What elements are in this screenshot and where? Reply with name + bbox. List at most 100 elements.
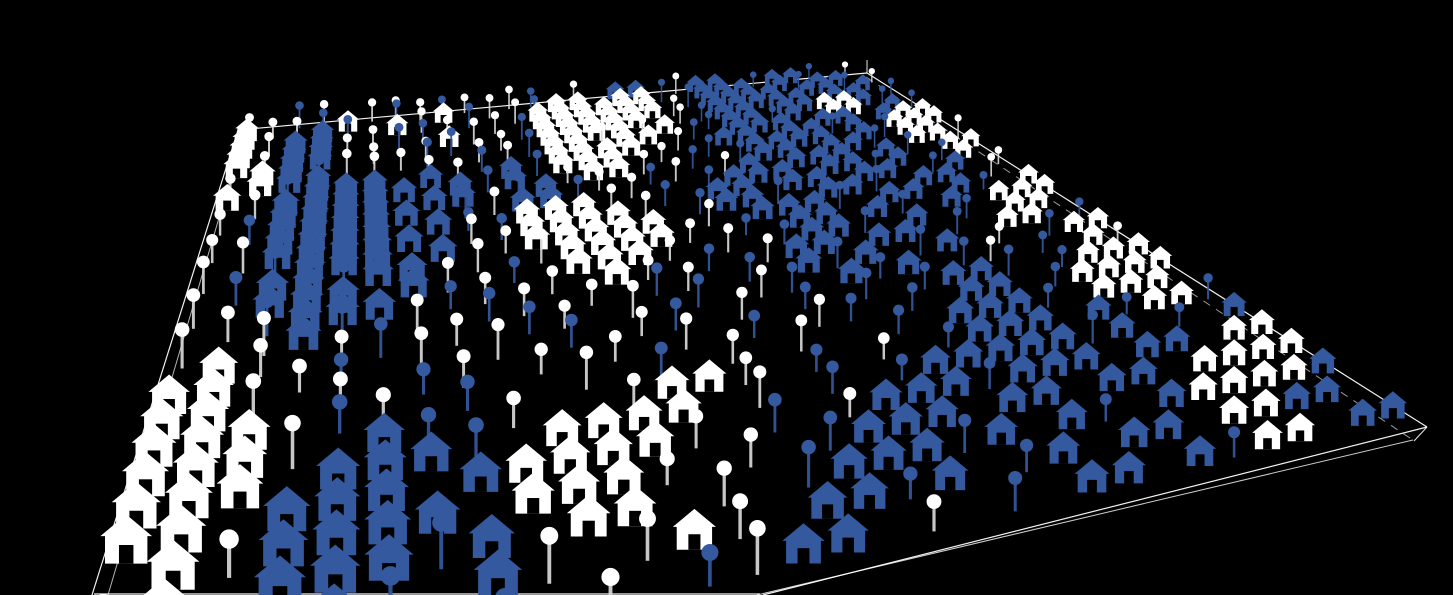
- pin-head: [342, 133, 352, 143]
- pin-head: [639, 510, 656, 528]
- blue-pin-icon: [524, 128, 534, 157]
- house-body: [637, 124, 659, 145]
- house-door: [1173, 341, 1181, 352]
- house-door: [723, 202, 730, 211]
- pin-head: [396, 147, 406, 158]
- pin-head: [601, 567, 620, 587]
- pin-head: [1008, 470, 1023, 486]
- pin-head: [174, 322, 190, 337]
- house-body: [928, 122, 948, 141]
- house-body: [312, 509, 361, 556]
- pin-head: [736, 139, 745, 148]
- blue-house-icon: [935, 162, 957, 183]
- white-house-icon: [1126, 232, 1151, 255]
- house-door: [860, 84, 866, 91]
- blue-pin-icon: [532, 149, 542, 176]
- house-door: [1089, 236, 1097, 245]
- pin-head: [845, 292, 857, 304]
- white-pin-icon: [601, 567, 620, 595]
- pin-head: [496, 212, 507, 224]
- white-pin-icon: [762, 233, 773, 263]
- house-body: [895, 116, 915, 135]
- house-body: [459, 451, 503, 492]
- blue-house-icon: [747, 161, 770, 183]
- blue-pin-icon: [416, 362, 431, 395]
- pin-head: [915, 224, 926, 235]
- blue-pin-icon: [660, 179, 670, 207]
- white-house-icon: [1011, 177, 1033, 198]
- house-door: [645, 136, 652, 145]
- pin-head: [907, 282, 918, 293]
- house-door: [835, 227, 843, 237]
- blue-pin-icon: [1174, 302, 1185, 327]
- white-house-icon: [1250, 359, 1279, 387]
- house-door: [838, 154, 845, 162]
- blue-pin-icon: [446, 127, 456, 156]
- blue-pin-icon: [565, 313, 578, 348]
- blue-pin-icon: [805, 63, 813, 82]
- pin-head: [826, 360, 839, 374]
- house-door: [1018, 189, 1025, 198]
- house-door: [832, 94, 838, 101]
- house-door: [849, 163, 856, 172]
- house-door: [822, 215, 830, 225]
- pin-head: [319, 100, 329, 109]
- pin-head: [832, 236, 843, 247]
- house-body: [841, 173, 864, 195]
- pin-head: [479, 271, 492, 284]
- blue-house-icon: [870, 435, 907, 470]
- blue-pin-icon: [779, 219, 790, 245]
- house-body: [364, 468, 409, 511]
- blue-house-icon: [468, 514, 515, 558]
- blue-house-icon: [953, 338, 984, 368]
- house-door: [841, 100, 847, 108]
- pin-head: [450, 312, 464, 326]
- white-pin-icon: [535, 228, 547, 264]
- house-body: [819, 153, 841, 174]
- pin-head: [456, 349, 471, 364]
- house-body: [750, 196, 775, 220]
- house-door: [430, 200, 439, 211]
- pin-head: [1043, 282, 1054, 293]
- pin-head: [414, 326, 429, 341]
- house-door: [777, 84, 783, 92]
- blue-house-icon: [1183, 435, 1217, 466]
- pin-head: [282, 174, 293, 185]
- house-door: [649, 442, 661, 457]
- house-door: [826, 166, 833, 174]
- pin-head: [392, 99, 401, 108]
- blue-pin-icon: [1045, 208, 1054, 236]
- pin-head: [872, 164, 881, 174]
- house-door: [688, 534, 701, 550]
- white-pin-icon: [688, 409, 704, 449]
- house-door: [704, 379, 715, 392]
- white-pin-icon: [743, 427, 758, 468]
- blue-house-icon: [814, 201, 839, 225]
- house-body: [814, 201, 839, 225]
- house-door: [638, 416, 650, 431]
- house-door: [986, 308, 994, 318]
- white-house-icon: [1248, 309, 1275, 334]
- front-edge-inner: [756, 439, 1414, 595]
- house-door: [474, 476, 487, 492]
- blue-pin-icon: [1087, 309, 1098, 344]
- pin-head: [1038, 230, 1048, 240]
- blue-pin-icon: [669, 297, 682, 331]
- blue-house-icon: [905, 372, 938, 403]
- house-door: [808, 231, 816, 241]
- house-body: [1005, 287, 1033, 313]
- house-body: [870, 435, 907, 470]
- house-door: [862, 254, 870, 264]
- pin-head: [1121, 292, 1132, 302]
- pin-head: [418, 118, 428, 128]
- blue-house-icon: [852, 239, 879, 264]
- blue-pin-icon: [962, 193, 971, 219]
- house-body: [1169, 280, 1194, 305]
- white-pin-icon: [534, 342, 548, 375]
- house-body: [550, 435, 591, 474]
- white-house-icon: [995, 205, 1019, 227]
- house-door: [861, 173, 868, 181]
- house-body: [223, 153, 250, 179]
- house-body: [949, 172, 972, 193]
